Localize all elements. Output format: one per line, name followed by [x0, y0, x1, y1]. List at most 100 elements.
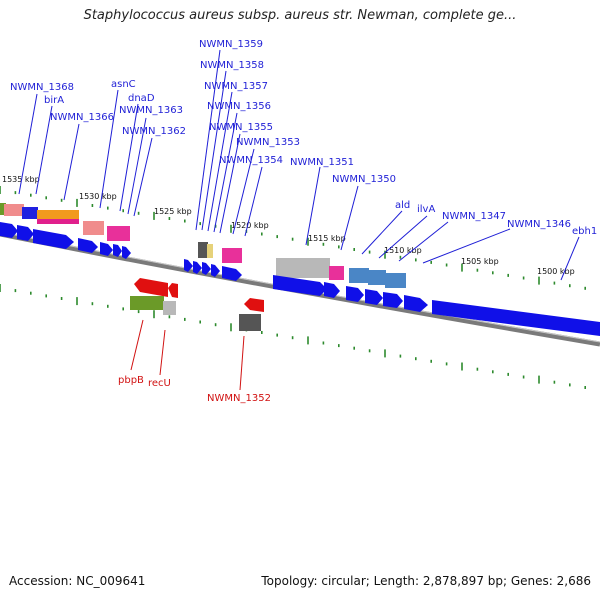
leader-line — [133, 137, 153, 217]
feature-block[interactable] — [198, 242, 208, 258]
tick-label: 1535 kbp — [2, 175, 40, 184]
gene-label[interactable]: asnC — [111, 79, 136, 90]
gene-arrow[interactable] — [100, 242, 113, 256]
feature-block[interactable] — [349, 268, 369, 283]
leader-line — [340, 185, 359, 251]
gene-arrow[interactable] — [211, 264, 220, 277]
gene-arrow[interactable] — [365, 289, 383, 305]
forward-strand-genes — [0, 222, 600, 336]
tick-dots-upper — [0, 186, 587, 290]
gene-arrow[interactable] — [202, 262, 211, 275]
gene-label[interactable]: NWMN_1357 — [204, 81, 268, 92]
gene-label[interactable]: dnaD — [128, 93, 155, 104]
reverse-strand-genes — [130, 278, 264, 331]
gene-label[interactable]: NWMN_1363 — [119, 105, 183, 116]
feature-block[interactable] — [276, 258, 330, 278]
gene-arrow[interactable] — [346, 286, 364, 302]
forward-gene-labels: NWMN_1368 birA NWMN_1366 asnC dnaD NWMN_… — [10, 39, 597, 237]
leader-line — [99, 89, 119, 209]
tick-label: 1510 kbp — [384, 246, 422, 255]
feature-block[interactable] — [83, 221, 104, 235]
gene-label[interactable]: NWMN_1358 — [200, 60, 264, 71]
leader-line — [195, 49, 221, 231]
tick-dots-lower — [0, 284, 587, 389]
gene-label[interactable]: ebh1 — [572, 226, 597, 237]
tick-labels: 1535 kbp 1530 kbp 1525 kbp 1520 kbp 1515… — [2, 175, 575, 276]
leader-line — [398, 221, 449, 262]
gene-arrow[interactable] — [113, 244, 122, 257]
gene-arrow[interactable] — [78, 238, 98, 253]
feature-block[interactable] — [368, 270, 386, 285]
gene-arrow[interactable] — [33, 229, 74, 249]
tick-label: 1530 kbp — [79, 192, 117, 201]
gene-label[interactable]: NWMN_1356 — [207, 101, 271, 112]
feature-block[interactable] — [222, 248, 242, 263]
gene-arrow[interactable] — [17, 225, 34, 241]
feature-block[interactable] — [239, 314, 261, 331]
gene-arrow[interactable] — [0, 222, 18, 238]
feature-block[interactable] — [37, 210, 79, 220]
feature-block[interactable] — [107, 226, 130, 241]
leader-line — [213, 112, 238, 233]
feature-block[interactable] — [163, 301, 176, 315]
leader-line — [130, 319, 144, 371]
gene-arrow-reverse[interactable] — [168, 283, 178, 298]
tick-label: 1505 kbp — [461, 257, 499, 266]
gene-label[interactable]: NWMN_1355 — [209, 122, 273, 133]
gene-label[interactable]: NWMN_1346 — [507, 219, 571, 230]
gene-label[interactable]: NWMN_1366 — [50, 112, 114, 123]
leader-line — [127, 117, 147, 215]
leader-line — [18, 93, 38, 195]
leader-line — [361, 210, 403, 255]
gene-label[interactable]: NWMN_1362 — [122, 126, 186, 137]
gene-label[interactable]: NWMN_1350 — [332, 174, 396, 185]
gene-label[interactable]: pbpB — [118, 375, 144, 386]
leader-line — [244, 166, 263, 237]
genome-summary: Topology: circular; Length: 2,878,897 bp… — [261, 574, 591, 588]
leader-line — [201, 70, 227, 231]
gene-label[interactable]: ald — [395, 200, 410, 211]
tick-label: 1525 kbp — [154, 207, 192, 216]
leader-line — [232, 148, 255, 235]
leader-line — [239, 335, 245, 391]
tick-label: 1520 kbp — [231, 221, 269, 230]
gene-label[interactable]: ilvA — [417, 204, 435, 215]
leader-line — [119, 103, 139, 212]
gene-label[interactable]: NWMN_1353 — [236, 137, 300, 148]
gene-label[interactable]: NWMN_1352 — [207, 393, 271, 404]
leader-line — [560, 236, 580, 281]
gene-arrow[interactable] — [222, 266, 242, 281]
feature-block[interactable] — [329, 266, 344, 280]
gene-arrow[interactable] — [432, 300, 600, 336]
gene-label[interactable]: birA — [44, 95, 64, 106]
feature-block[interactable] — [207, 244, 213, 258]
gene-arrow[interactable] — [404, 295, 428, 312]
gene-label[interactable]: NWMN_1347 — [442, 211, 506, 222]
gene-label[interactable]: NWMN_1354 — [219, 155, 283, 166]
feature-block[interactable] — [4, 204, 24, 216]
feature-block[interactable] — [385, 273, 406, 288]
tick-label: 1515 kbp — [308, 234, 346, 243]
gene-arrow-reverse[interactable] — [134, 278, 168, 297]
gene-arrow[interactable] — [122, 246, 131, 259]
feature-block[interactable] — [130, 296, 164, 310]
feature-block[interactable] — [22, 207, 38, 219]
leader-line — [63, 123, 80, 201]
gene-arrow[interactable] — [273, 275, 327, 296]
reverse-gene-labels: pbpB recU NWMN_1352 — [118, 375, 271, 404]
gene-arrow[interactable] — [184, 259, 193, 272]
gene-arrow[interactable] — [324, 282, 340, 298]
feature-block[interactable] — [0, 203, 6, 215]
gene-arrow[interactable] — [383, 292, 403, 308]
gene-arrow-reverse[interactable] — [244, 298, 264, 312]
tick-label: 1500 kbp — [537, 267, 575, 276]
gene-arrow[interactable] — [193, 261, 202, 274]
gene-label[interactable]: recU — [148, 378, 171, 389]
feature-block[interactable] — [37, 219, 79, 224]
genome-title: Staphylococcus aureus subsp. aureus str.… — [83, 8, 517, 23]
gene-label[interactable]: NWMN_1359 — [199, 39, 263, 50]
gene-label[interactable]: NWMN_1351 — [290, 157, 354, 168]
gene-label[interactable]: NWMN_1368 — [10, 82, 74, 93]
